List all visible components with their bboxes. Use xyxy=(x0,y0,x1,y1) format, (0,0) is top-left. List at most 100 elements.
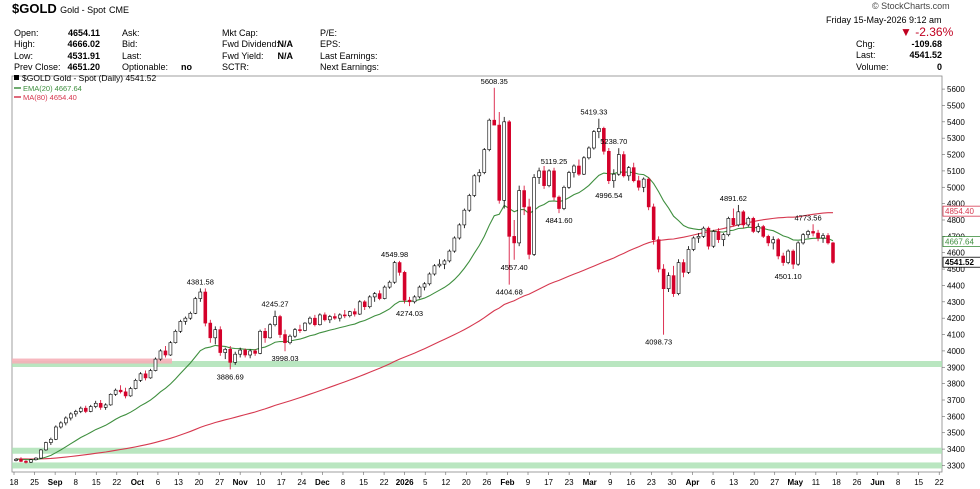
field-label: Fwd Dividend: xyxy=(222,39,280,50)
candle xyxy=(736,204,741,227)
candle-body xyxy=(736,211,741,226)
candle xyxy=(811,224,815,237)
candle xyxy=(238,347,242,358)
candle-body xyxy=(816,232,820,239)
x-tick-label: 25 xyxy=(30,478,39,487)
candle-body xyxy=(163,350,168,356)
candle-body xyxy=(447,250,452,262)
candle xyxy=(308,316,312,325)
price-annotation: 5608.35 xyxy=(481,77,508,86)
candle-body xyxy=(437,263,442,267)
y-tick-label: 3600 xyxy=(947,412,965,421)
candle xyxy=(756,223,761,234)
y-tick-label: 4800 xyxy=(947,216,965,225)
x-tick-label: 17 xyxy=(277,478,286,487)
field-label: P/E: xyxy=(320,28,338,38)
candle xyxy=(73,409,78,417)
candle-body xyxy=(617,154,621,175)
candle xyxy=(776,238,780,260)
candle xyxy=(118,385,123,394)
candle-body xyxy=(612,173,616,182)
candle-body xyxy=(432,265,437,275)
candle xyxy=(592,130,596,150)
price-annotation: 4098.73 xyxy=(645,338,672,347)
candle-body xyxy=(14,458,18,461)
field-value: 4666.02 xyxy=(67,39,100,50)
candle xyxy=(661,264,666,335)
y-tick-label: 3400 xyxy=(947,445,965,454)
candle xyxy=(552,167,556,201)
candle xyxy=(597,118,601,139)
candle xyxy=(98,400,103,410)
candle xyxy=(751,216,756,234)
candle xyxy=(781,252,785,266)
candle-body xyxy=(73,411,78,415)
candle-body xyxy=(308,317,312,324)
x-tick-label: 10 xyxy=(256,478,265,487)
candle xyxy=(218,326,223,356)
candle xyxy=(761,224,766,238)
candle-body xyxy=(173,330,178,344)
y-tick-label: 4400 xyxy=(947,281,965,290)
candle xyxy=(577,159,581,176)
candle xyxy=(293,328,297,338)
candle xyxy=(228,346,232,370)
field-value: no xyxy=(181,61,192,72)
candle-body xyxy=(133,380,138,389)
candle xyxy=(143,370,148,381)
candle-body xyxy=(153,358,158,371)
candle-body xyxy=(78,407,83,412)
candle-body xyxy=(467,195,472,211)
price-annotation: 3998.03 xyxy=(271,354,298,363)
candle xyxy=(432,264,437,276)
candle xyxy=(273,310,277,327)
candle xyxy=(78,406,83,414)
field-label: Last Earnings: xyxy=(320,50,378,61)
candle-body xyxy=(656,239,661,270)
candle xyxy=(223,347,228,360)
candle xyxy=(113,388,118,396)
candle-body xyxy=(263,330,267,339)
candle xyxy=(641,177,646,193)
candle-body xyxy=(751,218,756,232)
candle-body xyxy=(452,237,457,252)
candle-body xyxy=(442,260,447,265)
y-tick-label: 5000 xyxy=(947,183,965,192)
candle xyxy=(49,437,53,445)
x-tick-label: 15 xyxy=(914,478,923,487)
candle-body xyxy=(278,316,282,335)
candle xyxy=(34,457,38,461)
candle-body xyxy=(198,291,203,299)
candle xyxy=(283,329,287,352)
candle-body xyxy=(357,301,362,315)
x-tick-label: 20 xyxy=(750,478,759,487)
candle-body xyxy=(333,316,337,319)
candle xyxy=(123,387,128,399)
candle-body xyxy=(607,150,611,182)
candle-body xyxy=(178,321,183,332)
candle xyxy=(39,449,43,459)
candle xyxy=(318,313,322,326)
y-tick-label: 5300 xyxy=(947,134,965,143)
candle xyxy=(29,458,33,463)
candle xyxy=(69,412,73,421)
candle xyxy=(671,265,676,297)
candle xyxy=(103,403,108,410)
candle-body xyxy=(482,149,487,173)
candle-body xyxy=(457,224,462,239)
candle xyxy=(512,220,516,260)
candle xyxy=(532,174,536,256)
price-tag-box xyxy=(942,256,980,268)
candle xyxy=(656,236,661,273)
y-tick-label: 5600 xyxy=(947,85,965,94)
support-band xyxy=(12,361,942,367)
candle xyxy=(626,166,631,181)
candle-body xyxy=(323,314,327,321)
change-pct: ▼ -2.36% xyxy=(900,26,953,39)
candle-body xyxy=(283,334,287,344)
candle-body xyxy=(821,235,825,239)
candle xyxy=(821,233,825,243)
candle xyxy=(333,313,337,320)
candle-body xyxy=(532,177,536,255)
